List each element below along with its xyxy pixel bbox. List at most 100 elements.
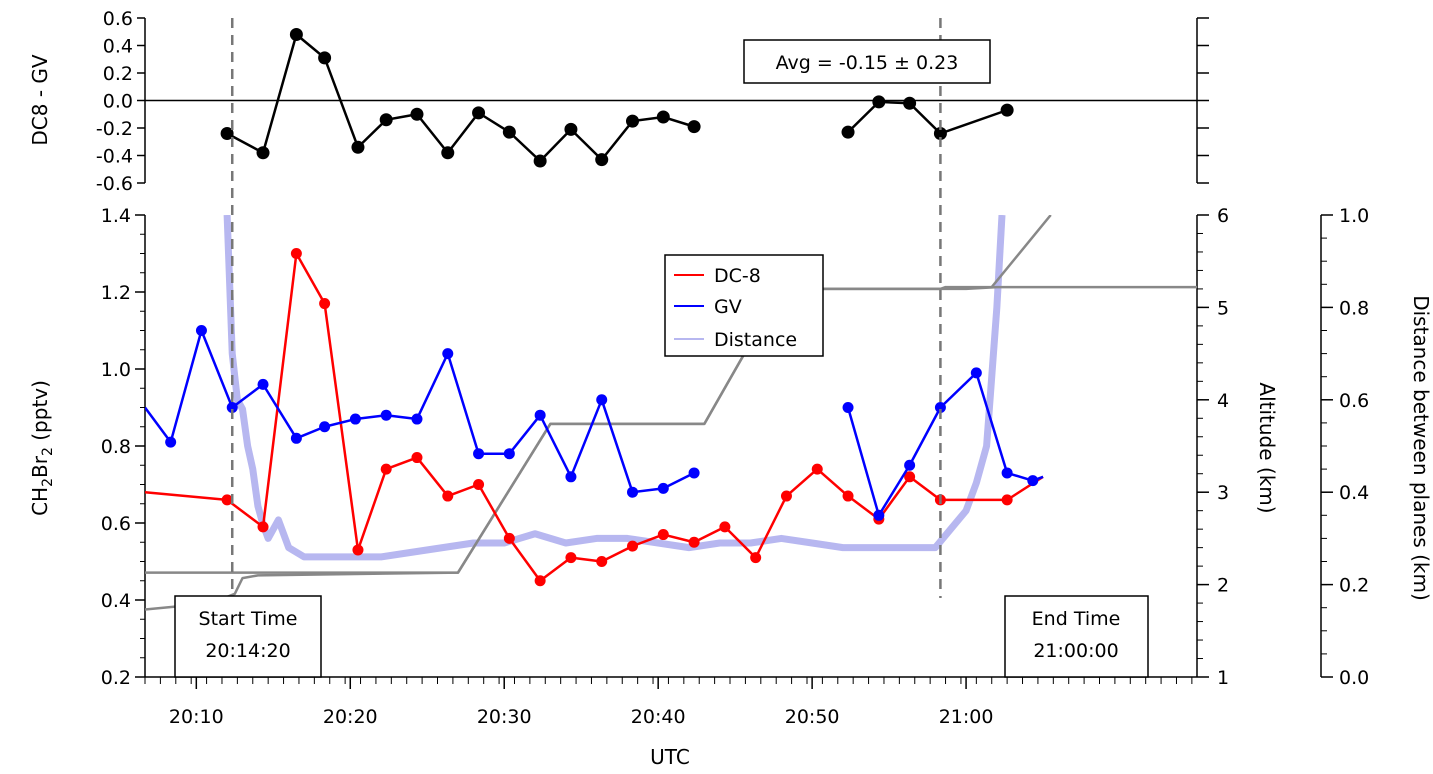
- end-time-box: End Time 21:00:00: [1004, 595, 1149, 678]
- left-y-tick-label: 0.6: [101, 513, 131, 535]
- series-point-gv: [534, 409, 546, 421]
- x-axis: 20:10 20:20 20:30 20:40 20:50 21:00: [144, 677, 1193, 728]
- left-y-tick-label: 0.2: [101, 667, 131, 689]
- series-point-dc-8: [811, 463, 823, 475]
- altitude-tick-label: 1: [1217, 667, 1229, 689]
- series-point-gv: [319, 421, 331, 433]
- x-tick-label: 20:30: [477, 706, 532, 728]
- top-y-tick-label: 0.4: [103, 36, 133, 58]
- diff-point: [933, 127, 947, 140]
- diff-point: [595, 153, 609, 167]
- x-axis-label: UTC: [650, 745, 690, 769]
- series-point-dc-8: [221, 494, 233, 506]
- series-point-dc-8: [411, 452, 423, 464]
- diff-point: [318, 51, 332, 65]
- left-y-tick-label: 1.0: [101, 359, 131, 381]
- diff-point: [656, 110, 670, 124]
- series-point-gv: [1027, 475, 1039, 487]
- left-y-tick-label: 1.4: [101, 205, 131, 227]
- diff-point: [379, 113, 393, 127]
- x-tick-label: 20:40: [631, 706, 686, 728]
- diff-point: [841, 125, 855, 139]
- x-tick-label: 20:50: [785, 706, 840, 728]
- altitude-tick-label: 6: [1217, 205, 1229, 227]
- diff-point: [351, 140, 365, 154]
- series-point-dc-8: [842, 490, 854, 502]
- series-point-gv: [290, 432, 302, 444]
- legend-label-dc8: DC-8: [714, 265, 761, 287]
- series-point-gv: [503, 448, 515, 460]
- series-point-dc-8: [442, 490, 454, 502]
- distance-axis-label: Distance between planes (km): [1409, 295, 1433, 601]
- series-point-gv: [226, 402, 238, 413]
- series-point-dc-8: [688, 536, 700, 548]
- altitude-tick-label: 4: [1217, 390, 1229, 412]
- top-y-tick-label: 0.6: [103, 8, 133, 30]
- series-point-dc-8: [565, 552, 577, 564]
- diff-point: [533, 154, 547, 168]
- left-y-tick-label: 1.2: [101, 282, 131, 304]
- top-y-tick-label: 0.0: [103, 91, 133, 113]
- diff-point: [472, 106, 486, 120]
- series-point-gv: [165, 436, 177, 448]
- x-tick-label: 21:00: [939, 706, 994, 728]
- series-point-gv: [596, 394, 608, 406]
- diff-series-line: [226, 32, 695, 163]
- altitude-tick-label: 5: [1217, 297, 1229, 319]
- distance-tick-label: 0.8: [1339, 297, 1369, 319]
- avg-annotation-frame: [743, 39, 991, 84]
- series-point-gv: [380, 409, 392, 421]
- series-point-dc-8: [352, 544, 364, 556]
- x-tick-label: 20:20: [323, 706, 378, 728]
- series-point-dc-8: [627, 540, 639, 552]
- diff-point: [687, 120, 701, 134]
- left-y-tick-label: 0.8: [101, 436, 131, 458]
- diff-point: [410, 107, 424, 121]
- series-point-gv: [904, 459, 916, 471]
- distance-tick-label: 0.4: [1339, 482, 1369, 504]
- left-y-tick-label: 0.4: [101, 590, 131, 612]
- series-line-distance: [223, 215, 1006, 561]
- series-point-gv: [565, 471, 577, 483]
- diff-point: [441, 146, 455, 160]
- altitude-tick-label: 3: [1217, 482, 1229, 504]
- series-point-dc-8: [750, 552, 762, 564]
- avg-annotation-text: Avg = -0.15 ± 0.23: [776, 52, 959, 74]
- diff-point: [256, 146, 270, 160]
- series-point-gv: [688, 467, 700, 479]
- start-time-value: 20:14:20: [205, 640, 290, 662]
- avg-annotation: Avg = -0.15 ± 0.23: [743, 39, 991, 84]
- top-panel: 0.6 0.4 0.2 0.0 -0.2 -0.4 -0.6: [96, 8, 1209, 195]
- legend: DC-8 GV Distance: [664, 254, 824, 357]
- series-point-dc-8: [719, 521, 731, 533]
- end-time-frame: [1004, 595, 1149, 678]
- series-point-dc-8: [1001, 494, 1013, 506]
- series-point-gv: [349, 413, 361, 425]
- series-point-dc-8: [503, 532, 515, 544]
- diff-point: [289, 28, 303, 41]
- series-point-gv: [1001, 467, 1013, 479]
- distance-tick-label: 0.0: [1339, 667, 1369, 689]
- diff-point: [1000, 103, 1014, 117]
- series-point-dc-8: [596, 556, 608, 567]
- diff-series-line: [847, 100, 1008, 135]
- series-point-gv: [873, 509, 885, 521]
- series-point-dc-8: [290, 248, 302, 259]
- distance-tick-label: 1.0: [1339, 205, 1369, 227]
- series-point-dc-8: [657, 529, 669, 541]
- start-time-box: Start Time 20:14:20: [174, 595, 322, 678]
- top-y-tick-label: 0.2: [103, 63, 133, 85]
- altitude-tick-label: 2: [1217, 575, 1229, 597]
- diff-point: [564, 122, 578, 136]
- top-panel-ylabel: DC8 - GV: [28, 54, 52, 146]
- bottom-panel-ylabel: CH2Br2 (pptv): [28, 380, 56, 516]
- distance-tick-label: 0.2: [1339, 575, 1369, 597]
- series-point-gv: [411, 413, 423, 425]
- series-line-gv: [145, 329, 695, 494]
- start-time-title: Start Time: [199, 608, 298, 630]
- diff-point: [220, 127, 234, 140]
- distance-tick-label: 0.6: [1339, 390, 1369, 412]
- series-point-dc-8: [257, 521, 269, 533]
- end-time-title: End Time: [1032, 608, 1121, 630]
- top-y-tick-label: -0.6: [96, 173, 133, 195]
